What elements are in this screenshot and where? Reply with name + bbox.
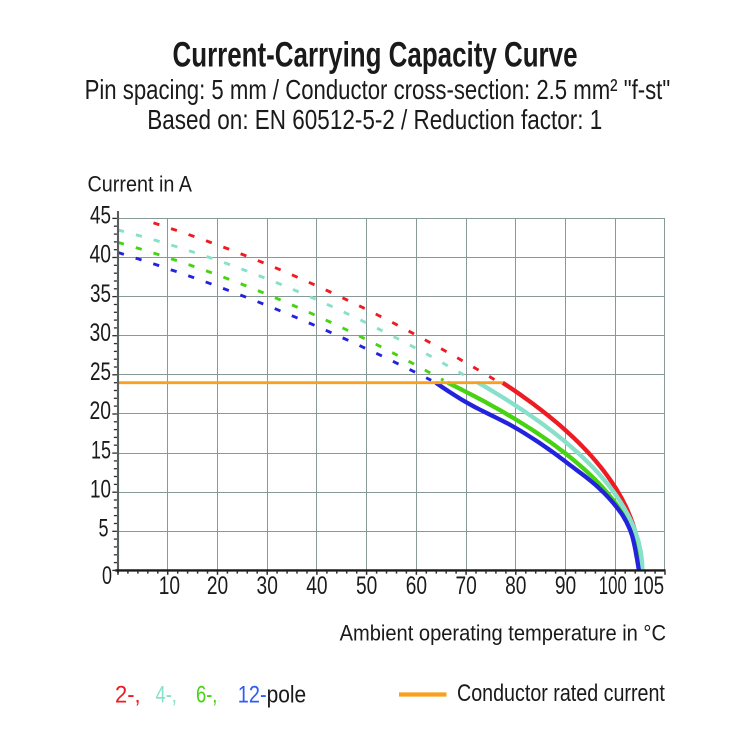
svg-text:5: 5 bbox=[99, 515, 109, 543]
svg-text:90: 90 bbox=[555, 572, 576, 600]
svg-text:6-,: 6-, bbox=[196, 682, 217, 709]
svg-text:10: 10 bbox=[159, 572, 180, 600]
svg-text:50: 50 bbox=[356, 572, 377, 600]
svg-text:Ambient operating temperature: Ambient operating temperature in °C bbox=[340, 621, 666, 646]
svg-text:80: 80 bbox=[505, 572, 526, 600]
svg-text:Current in A: Current in A bbox=[88, 171, 193, 196]
svg-text:105: 105 bbox=[633, 572, 664, 600]
svg-text:25: 25 bbox=[90, 358, 111, 386]
svg-text:Current-Carrying Capacity Curv: Current-Carrying Capacity Curve bbox=[173, 36, 578, 75]
svg-text:15: 15 bbox=[91, 436, 111, 464]
svg-text:Conductor rated current: Conductor rated current bbox=[457, 680, 665, 707]
svg-text:0: 0 bbox=[102, 562, 112, 590]
svg-text:40: 40 bbox=[90, 241, 112, 269]
svg-text:30: 30 bbox=[257, 572, 278, 600]
svg-text:20: 20 bbox=[90, 397, 112, 425]
svg-text:10: 10 bbox=[90, 475, 111, 503]
svg-text:100: 100 bbox=[599, 572, 627, 600]
svg-text:pole: pole bbox=[267, 682, 307, 709]
svg-text:35: 35 bbox=[90, 280, 111, 308]
svg-text:Pin spacing: 5 mm / Conductor: Pin spacing: 5 mm / Conductor cross-sect… bbox=[85, 74, 671, 105]
svg-text:70: 70 bbox=[455, 572, 476, 600]
svg-text:40: 40 bbox=[306, 572, 327, 600]
svg-text:45: 45 bbox=[90, 202, 111, 230]
svg-text:60: 60 bbox=[406, 572, 427, 600]
svg-text:12-: 12- bbox=[238, 682, 267, 709]
svg-text:30: 30 bbox=[90, 319, 112, 347]
svg-text:4-,: 4-, bbox=[156, 682, 177, 709]
svg-text:20: 20 bbox=[207, 572, 228, 600]
svg-text:Based on: EN 60512-5-2 / Reduc: Based on: EN 60512-5-2 / Reduction facto… bbox=[147, 104, 602, 135]
svg-text:2-,: 2-, bbox=[115, 682, 141, 709]
